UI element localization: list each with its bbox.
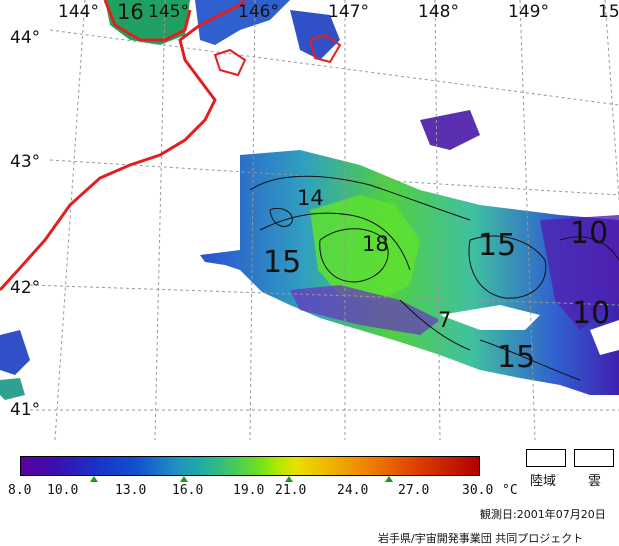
lon-label-148: 148° (418, 2, 459, 22)
contour-label-15-east: 15 (478, 228, 517, 263)
cloud-gap-2 (590, 320, 619, 355)
colorbar-tick: 16.0 (172, 483, 204, 498)
sst-patch-nw (105, 0, 190, 45)
sst-patch-small2 (0, 330, 30, 375)
credit-line: 岩手県/宇宙開発事業団 共同プロジェクト (378, 532, 584, 545)
contour-label-10-south: 10 (572, 296, 611, 331)
sst-patch-ne (290, 10, 340, 60)
colorbar-tick: 13.0 (115, 483, 147, 498)
colorbar-tick: 30.0 (462, 483, 494, 498)
contour-label-18: 18 (362, 232, 389, 256)
colorbar-marker (385, 476, 393, 482)
sst-patch-warm (310, 195, 420, 300)
isotherm-contours (249, 175, 619, 381)
sst-map (0, 0, 619, 440)
lat-label-43: 43° (10, 152, 41, 172)
contour-label-15-west: 15 (263, 245, 302, 280)
colorbar-tick: 19.0 (233, 483, 265, 498)
colorbar-tick: 24.0 (337, 483, 369, 498)
sst-patch-small1 (420, 110, 480, 150)
colorbar-tick: 21.0 (275, 483, 307, 498)
legend-land-swatch (526, 449, 566, 467)
contour-label-7: 7 (438, 308, 452, 332)
colorbar-unit: °C (502, 483, 518, 498)
colorbar-marker (285, 476, 293, 482)
lon-label-147: 147° (328, 2, 369, 22)
colorbar-marker (90, 476, 98, 482)
lat-lon-grid (29, 0, 619, 440)
lat-label-44: 44° (10, 28, 41, 48)
lon-label-146: 146° (238, 2, 279, 22)
lon-label-145: 145° (148, 2, 189, 22)
colorbar-tick: 27.0 (398, 483, 430, 498)
colorbar-marker (180, 476, 188, 482)
contour-label-15-south: 15 (497, 340, 536, 375)
island-outline (308, 33, 342, 64)
legend-cloud-swatch (574, 449, 614, 467)
cloud-gap-1 (440, 305, 540, 330)
lon-label-150: 15 (598, 2, 619, 22)
contour-label-10-north: 10 (570, 216, 609, 251)
lon-label-144: 144° (58, 2, 99, 22)
coastline-north (103, 0, 192, 42)
island-outline-2 (213, 48, 247, 77)
lat-label-42: 42° (10, 278, 41, 298)
hokkaido-coastline (0, 0, 247, 292)
lat-label-41: 41° (10, 400, 41, 420)
colorbar-tick: 10.0 (47, 483, 79, 498)
temperature-colorbar (20, 456, 480, 476)
observation-date: 観測日:2001年07月20日 (480, 508, 606, 521)
lon-label-149: 149° (508, 2, 549, 22)
sst-patch-cool-east (540, 215, 619, 330)
sst-patch-north (195, 0, 290, 45)
contour-label-16: 16 (117, 0, 144, 24)
sst-patch-cool-band (290, 285, 440, 335)
colorbar-tick: 8.0 (8, 483, 32, 498)
sst-patch-small3 (0, 378, 25, 400)
legend-land-label: 陸域 (530, 474, 557, 489)
legend-cloud-label: 雲 (588, 474, 602, 489)
contour-label-14: 14 (297, 186, 324, 210)
